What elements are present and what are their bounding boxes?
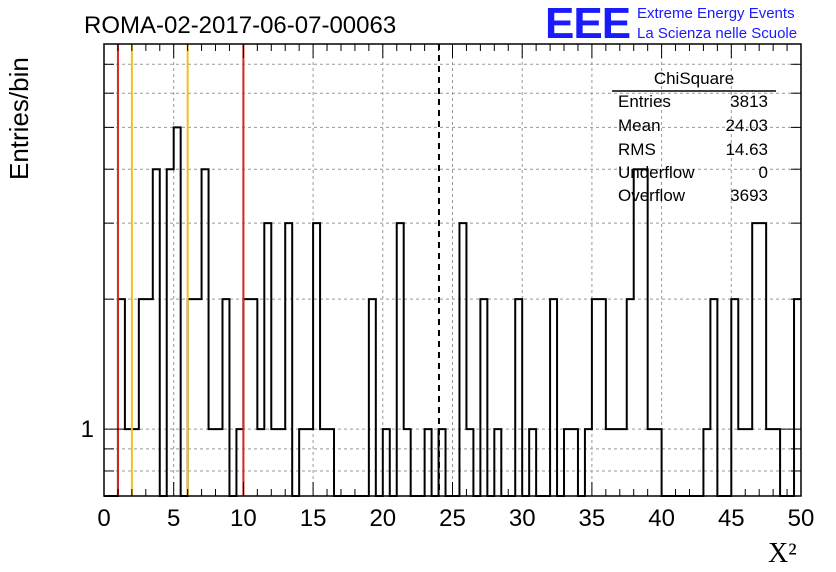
x-tick-label: 0 xyxy=(97,505,110,532)
stat-row-entries: Entries 3813 xyxy=(618,92,768,112)
x-tick-label: 5 xyxy=(167,505,180,532)
logo-line-1: Extreme Energy Events xyxy=(637,5,795,22)
stat-value: 0 xyxy=(758,163,768,182)
x-tick-label: 15 xyxy=(300,505,327,532)
marker-lines-layer xyxy=(116,44,440,496)
logo-line-2: La Scienza nelle Scuole xyxy=(637,25,798,42)
x-tick-label: 25 xyxy=(439,505,466,532)
axis-layer: 0 5 10 15 20 25 30 35 40 45 50 1 xyxy=(81,43,815,532)
x-tick-label: 20 xyxy=(369,505,396,532)
stat-value: 3813 xyxy=(730,92,768,111)
stats-title: ChiSquare xyxy=(653,69,735,88)
x-tick-label: 30 xyxy=(509,505,536,532)
chart-title: ROMA-02-2017-06-07-00063 xyxy=(84,12,397,39)
x-tick-label: 10 xyxy=(230,505,257,532)
x-axis-label: X² xyxy=(768,538,797,569)
x-tick-label: 50 xyxy=(788,505,815,532)
eee-logo: EEE xyxy=(545,0,631,48)
stat-label: Underflow xyxy=(618,163,695,182)
stat-label: Overflow xyxy=(618,186,686,205)
x-tick-label: 45 xyxy=(718,505,745,532)
stat-label: Mean xyxy=(618,116,661,135)
stat-value: 3693 xyxy=(730,186,768,205)
y-axis-label: Entries/bin xyxy=(4,57,34,180)
stat-row-mean: Mean 24.03 xyxy=(618,116,768,136)
logo-caption: Extreme Energy Events La Scienza nelle S… xyxy=(637,4,797,44)
y-tick-label: 1 xyxy=(81,416,94,443)
stat-row-overflow: Overflow 3693 xyxy=(618,186,768,206)
x-tick-label: 40 xyxy=(648,505,675,532)
x-tick-label: 35 xyxy=(579,505,606,532)
stat-label: Entries xyxy=(618,92,671,111)
stat-row-underflow: Underflow 0 xyxy=(618,163,768,183)
stat-row-rms: RMS 14.63 xyxy=(618,140,768,160)
grid-layer xyxy=(104,44,801,496)
stat-value: 14.63 xyxy=(725,140,768,159)
stat-label: RMS xyxy=(618,140,656,159)
stat-value: 24.03 xyxy=(725,116,768,135)
